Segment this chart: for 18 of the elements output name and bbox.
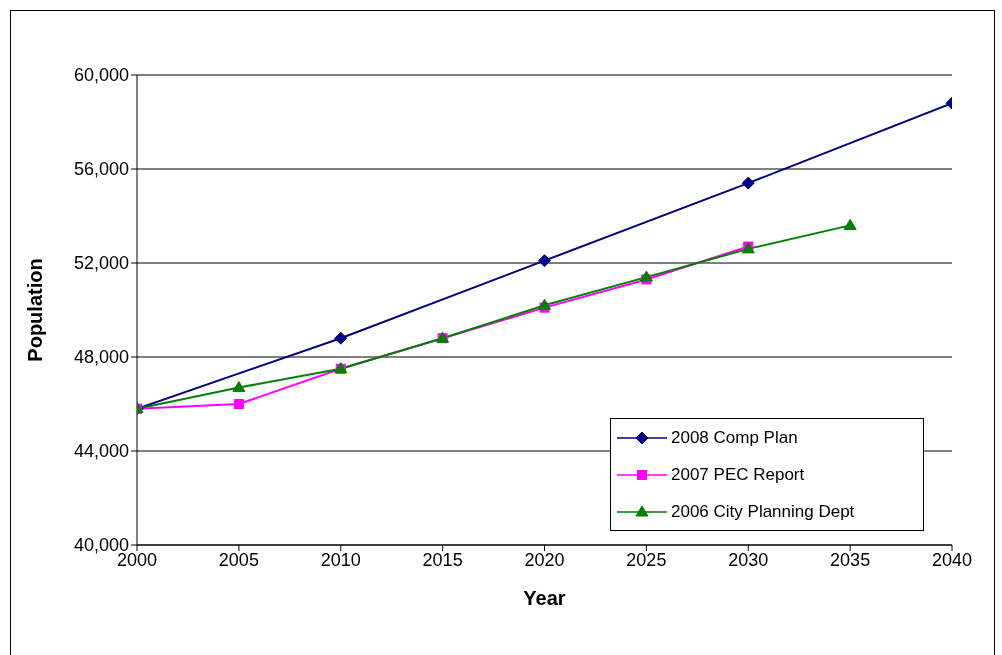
x-tick-label: 2025 [626, 549, 667, 570]
legend-label: 2007 PEC Report [671, 464, 805, 485]
x-tick-label: 2030 [728, 549, 769, 570]
x-axis-title: Year [523, 587, 566, 609]
legend-label: 2008 Comp Plan [671, 427, 798, 448]
y-tick-label: 56,000 [73, 159, 129, 180]
x-tick-label: 2015 [422, 549, 463, 570]
x-tick-label: 2005 [218, 549, 259, 570]
y-tick-label: 48,000 [73, 347, 129, 368]
x-tick-label: 2020 [524, 549, 565, 570]
y-tick-label: 44,000 [73, 441, 129, 462]
x-tick-label: 2010 [320, 549, 361, 570]
legend-label: 2006 City Planning Dept [671, 501, 855, 522]
y-tick-label: 52,000 [73, 253, 129, 274]
x-tick-label: 2040 [931, 549, 973, 570]
x-tick-label: 2035 [830, 549, 871, 570]
y-tick-label: 60,000 [73, 65, 129, 86]
y-axis-title: Population [24, 258, 47, 362]
